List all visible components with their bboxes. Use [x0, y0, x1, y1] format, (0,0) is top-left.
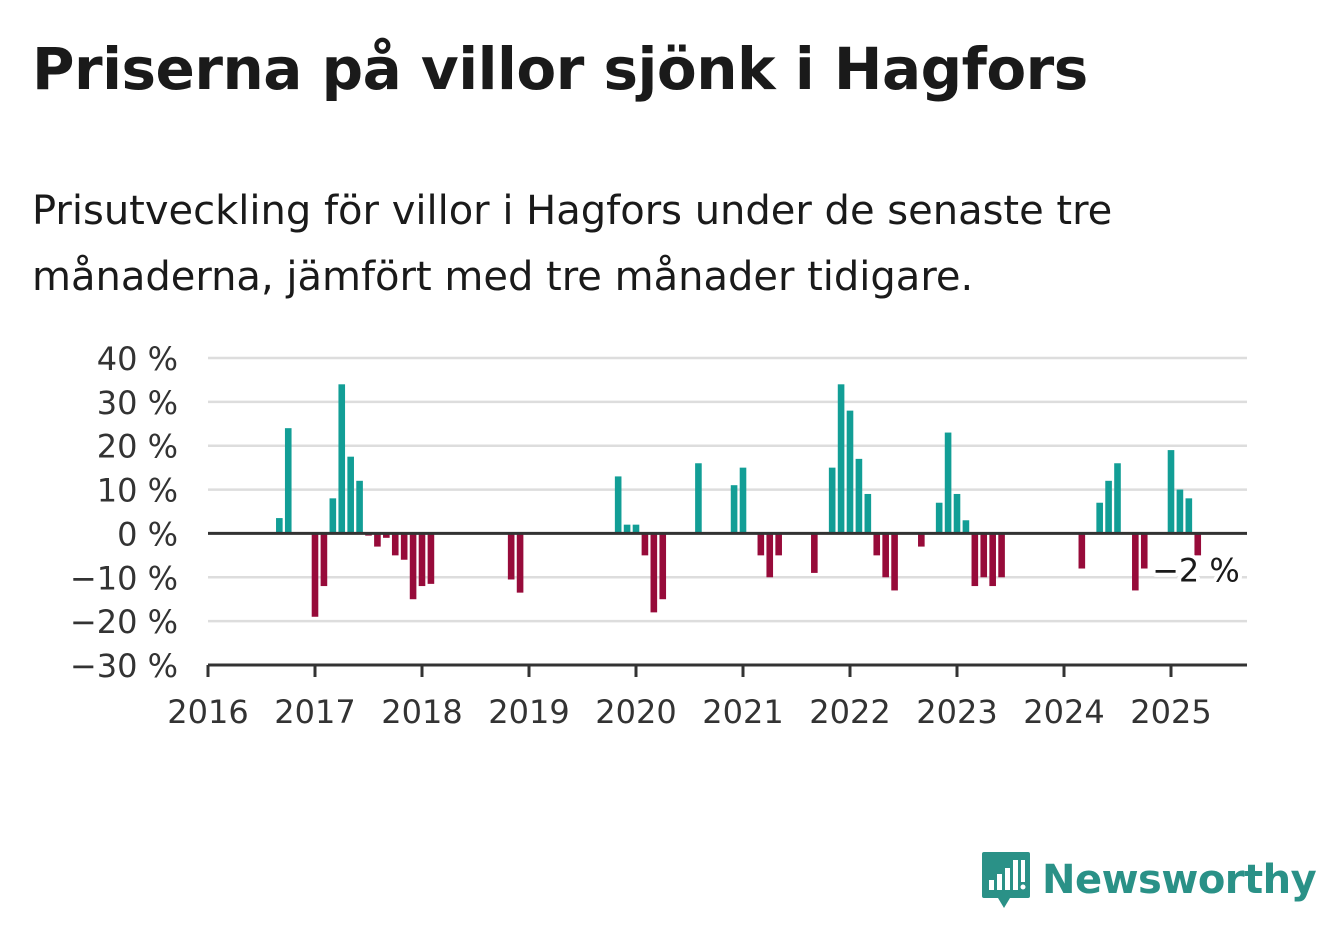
bar: [1176, 489, 1184, 534]
y-tick-label: −30 %: [70, 647, 178, 685]
bar: [311, 533, 319, 617]
chart-subtitle: Prisutveckling för villor i Hagfors unde…: [32, 188, 1113, 300]
bar: [757, 533, 765, 556]
bar: [320, 533, 328, 587]
bar-chart: 40 % 30 % 20 % 10 % 0 % −10 % −20 % −30 % 2016 20…: [70, 340, 1247, 731]
bar: [918, 533, 925, 547]
bar: [383, 533, 390, 538]
bar: [641, 533, 649, 556]
bar: [935, 502, 943, 534]
bar: [400, 533, 408, 560]
bar: [1105, 480, 1112, 534]
bar: [1194, 533, 1202, 556]
bar: [409, 533, 417, 600]
bar: [650, 533, 658, 613]
bar: [882, 533, 889, 578]
x-tick-label: 2016: [167, 693, 248, 731]
axes: [206, 531, 1247, 677]
x-tick-label: 2019: [488, 693, 569, 731]
bar: [284, 428, 292, 534]
x-tick-label: 2021: [702, 693, 783, 731]
bar: [1096, 502, 1103, 534]
y-tick-label: −20 %: [70, 603, 178, 641]
bar: [811, 533, 818, 573]
y-tick-label: 40 %: [97, 340, 178, 378]
bar: [1140, 533, 1148, 569]
bar: [873, 533, 881, 556]
labels: 40 % 30 % 20 % 10 % 0 % −10 % −20 % −30 % 2016 20…: [70, 340, 1244, 731]
bars: [276, 384, 1202, 617]
bar: [1114, 463, 1121, 534]
y-tick-label: 20 %: [97, 428, 178, 466]
bar: [507, 533, 515, 580]
x-tick-label: 2017: [274, 693, 355, 731]
bar: [855, 458, 863, 534]
bar: [739, 467, 747, 534]
bar: [730, 485, 738, 534]
bar: [962, 520, 970, 534]
bar: [1185, 498, 1193, 534]
bar: [632, 524, 640, 534]
bar: [374, 533, 381, 547]
bar: [338, 384, 346, 534]
y-tick-label: 0 %: [117, 515, 178, 553]
bar: [998, 533, 1005, 578]
y-tick-label: 30 %: [97, 384, 178, 422]
bar: [391, 533, 399, 556]
bar: [347, 456, 354, 534]
brand-name: Newsworthy: [1042, 857, 1317, 903]
chart-title: Priserna på villor sjönk i Hagfors: [32, 35, 1088, 103]
x-tick-label: 2022: [809, 693, 890, 731]
bar: [980, 533, 988, 578]
bar: [846, 410, 854, 534]
bar: [623, 524, 631, 534]
bar: [989, 533, 996, 587]
bar: [659, 533, 667, 600]
bar: [944, 432, 952, 534]
gridlines: [208, 356, 1247, 623]
x-tick-label: 2025: [1130, 693, 1211, 731]
y-tick-label: 10 %: [97, 472, 178, 510]
bar: [828, 467, 836, 534]
bar: [356, 480, 363, 534]
bar: [766, 533, 774, 578]
bar: [516, 533, 524, 593]
bar: [953, 493, 961, 534]
bar: [418, 533, 426, 587]
bar: [1078, 533, 1086, 569]
bar: [891, 533, 898, 591]
last-value-label: −2 %: [1152, 552, 1240, 590]
bar: [329, 498, 337, 534]
bar: [1132, 533, 1139, 591]
newsworthy-logo: Newsworthy: [980, 850, 1317, 910]
x-tick-label: 2023: [916, 693, 997, 731]
bar: [1167, 450, 1175, 534]
bar: [695, 463, 702, 534]
x-tick-label: 2024: [1023, 693, 1104, 731]
y-tick-label: −10 %: [70, 559, 178, 597]
bar: [971, 533, 979, 587]
bar: [427, 533, 435, 584]
bar: [864, 493, 872, 534]
newsworthy-logo-icon: [982, 852, 1030, 908]
bar: [837, 384, 845, 534]
bar: [614, 476, 622, 534]
x-tick-label: 2020: [595, 693, 676, 731]
x-tick-label: 2018: [381, 693, 462, 731]
bar: [276, 518, 283, 534]
bar: [775, 533, 782, 556]
